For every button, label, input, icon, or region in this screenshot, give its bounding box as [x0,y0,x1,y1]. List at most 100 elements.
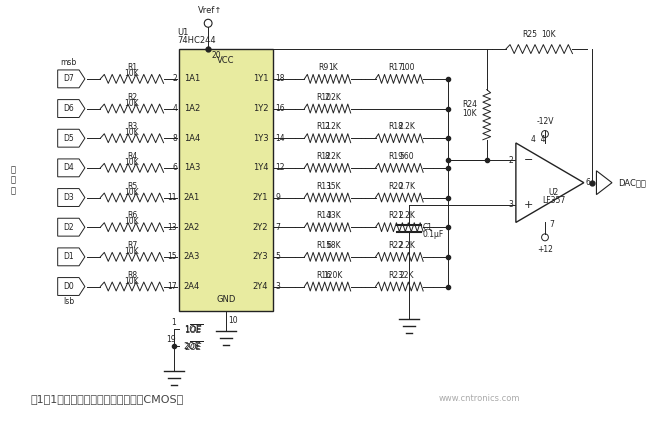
Text: R16: R16 [316,271,331,279]
Text: 6: 6 [172,163,177,173]
Text: R3: R3 [127,122,137,131]
Text: C1: C1 [422,223,433,232]
Polygon shape [516,143,584,223]
Text: DAC输出: DAC输出 [618,178,645,187]
Text: 100: 100 [400,63,415,72]
Text: 2: 2 [172,74,177,84]
Text: 12: 12 [275,163,285,173]
Text: 16: 16 [275,104,285,113]
Bar [179,49,273,311]
Text: 14: 14 [275,134,285,143]
Text: 1A1: 1A1 [184,74,200,84]
Text: 18: 18 [275,74,285,84]
Text: 10K: 10K [125,128,139,137]
Text: 10K: 10K [125,69,139,78]
Text: 33K: 33K [326,211,341,220]
Text: 10K: 10K [125,247,139,256]
Text: R10: R10 [316,92,331,102]
Text: D7: D7 [63,74,73,84]
Text: 2Y2: 2Y2 [253,223,268,232]
Text: 15: 15 [168,252,177,261]
Text: 1Y4: 1Y4 [253,163,268,173]
Text: 2: 2 [508,156,513,165]
Text: 2.2K: 2.2K [325,122,342,131]
Text: 2.2K: 2.2K [398,211,415,220]
Text: 2OE̅: 2OE̅ [184,342,201,351]
Text: 1A4: 1A4 [184,134,200,143]
Text: −: − [524,156,533,165]
Text: +12: +12 [537,245,553,254]
Text: R4: R4 [127,152,137,161]
Text: 7: 7 [549,220,554,229]
Text: 2Y4: 2Y4 [253,282,268,291]
Text: 120K: 120K [324,271,343,279]
Text: 2A1: 2A1 [184,193,200,202]
Text: $1\overline{OE}$: $1\overline{OE}$ [184,322,203,336]
Text: 数
字
字: 数 字 字 [10,165,16,195]
Text: 3: 3 [508,201,513,209]
Text: 1Y3: 1Y3 [253,134,268,143]
Text: 0.1μF: 0.1μF [422,230,444,239]
Text: R15: R15 [316,241,331,250]
Text: 1K: 1K [328,63,338,72]
Text: 7: 7 [275,223,280,232]
Text: +: + [524,200,533,210]
Text: D6: D6 [63,104,73,113]
Text: 13: 13 [168,223,177,232]
Text: 8.2K: 8.2K [325,152,342,161]
Text: D3: D3 [63,193,73,202]
Text: 9: 9 [275,193,280,202]
Text: 4  4: 4 4 [531,135,545,144]
Text: 1Y2: 1Y2 [253,104,268,113]
Text: 1Y1: 1Y1 [253,74,268,84]
Text: LF357: LF357 [542,196,566,205]
Text: 4: 4 [172,104,177,113]
Text: 6: 6 [586,178,591,187]
Text: 68K: 68K [326,241,341,250]
Text: 11: 11 [168,193,177,202]
Text: 10K: 10K [541,30,556,39]
Text: R2: R2 [127,92,137,102]
Text: 2A2: 2A2 [184,223,200,232]
Text: R25: R25 [522,30,537,39]
Text: D1: D1 [63,252,73,261]
Text: 15K: 15K [326,181,341,190]
Text: R24: R24 [462,100,477,109]
Text: 22K: 22K [400,271,415,279]
Text: $2\overline{OE}$: $2\overline{OE}$ [184,339,203,353]
Text: R13: R13 [316,181,331,190]
Text: 17: 17 [168,282,177,291]
Text: R18: R18 [388,122,403,131]
Text: msb: msb [60,58,77,67]
Text: 1A2: 1A2 [184,104,200,113]
Text: VCC: VCC [217,56,235,65]
Text: R5: R5 [127,181,137,190]
Text: 560: 560 [400,152,415,161]
Text: Vref↑: Vref↑ [198,6,222,15]
Text: 2Y3: 2Y3 [253,252,268,261]
Text: R20: R20 [388,181,403,190]
Text: U1: U1 [177,28,188,37]
Text: 2.2K: 2.2K [325,92,342,102]
Text: 10K: 10K [125,276,139,285]
Text: 2.7K: 2.7K [398,181,415,190]
Text: GND: GND [216,295,236,304]
Text: 19: 19 [166,335,176,344]
Text: D0: D0 [63,282,73,291]
Text: R19: R19 [388,152,403,161]
Text: 2A4: 2A4 [184,282,200,291]
Text: R22: R22 [388,241,403,250]
Text: 5: 5 [275,252,280,261]
Text: R11: R11 [317,122,331,131]
Text: 1OE̅: 1OE̅ [184,325,201,334]
Text: 1A3: 1A3 [184,163,200,173]
Text: www.cntronics.com: www.cntronics.com [438,394,520,403]
Text: R21: R21 [388,211,403,220]
Text: R17: R17 [388,63,403,72]
Text: R6: R6 [127,211,137,220]
Text: 10K: 10K [462,109,476,118]
Text: R14: R14 [316,211,331,220]
Text: lsb: lsb [63,298,74,307]
Text: 2.2K: 2.2K [398,241,415,250]
Text: R23: R23 [388,271,403,279]
